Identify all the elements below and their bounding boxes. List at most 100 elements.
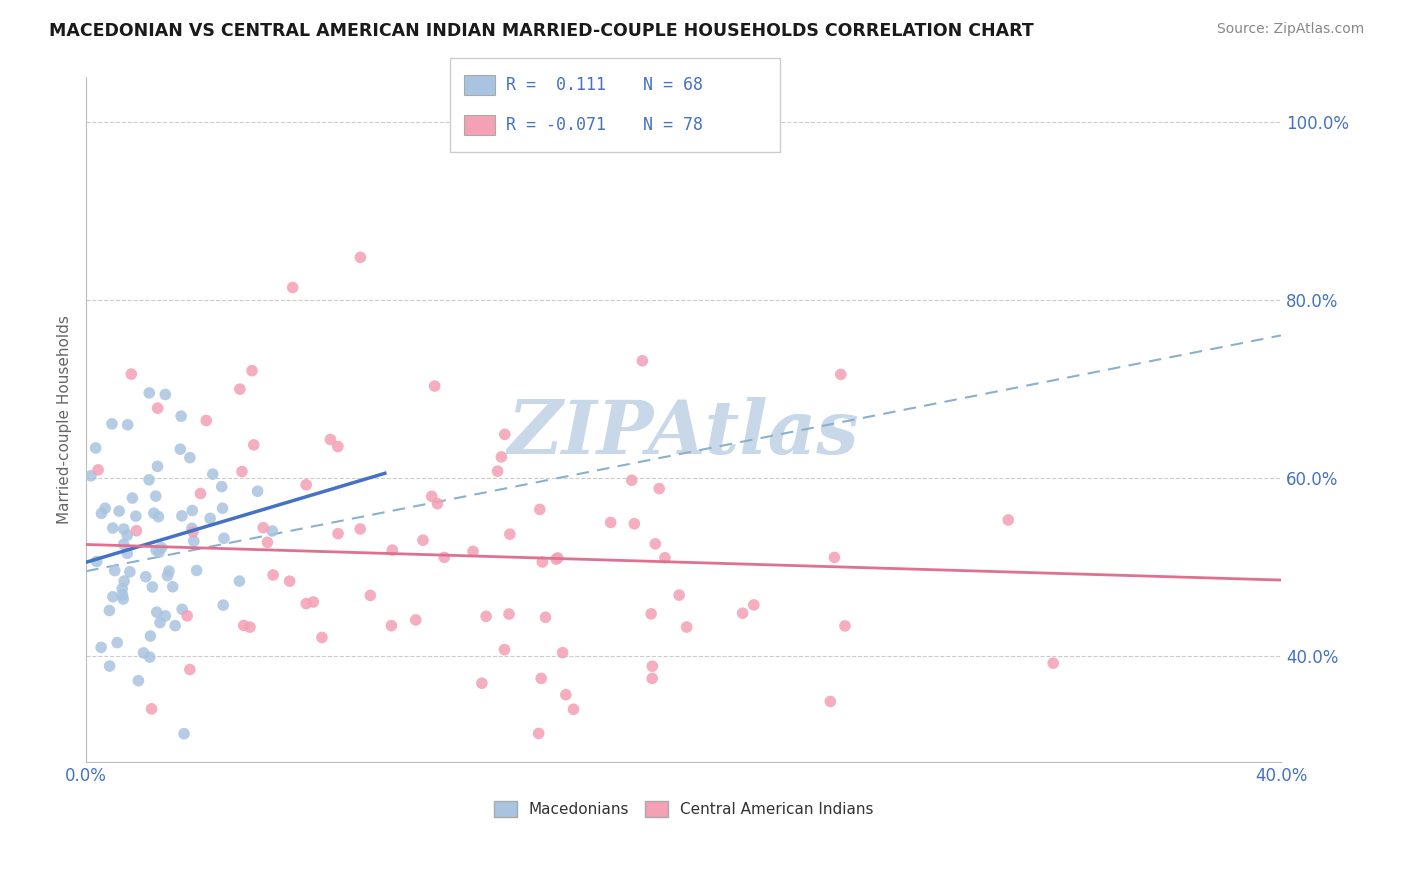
Point <box>997 513 1019 527</box>
Point <box>486 464 509 478</box>
Point <box>534 610 557 624</box>
Point <box>231 465 253 479</box>
Point <box>145 543 167 558</box>
Point <box>125 509 148 524</box>
Point <box>232 618 254 632</box>
Text: MACEDONIAN VS CENTRAL AMERICAN INDIAN MARRIED-COUPLE HOUSEHOLDS CORRELATION CHAR: MACEDONIAN VS CENTRAL AMERICAN INDIAN MA… <box>49 22 1033 40</box>
Point <box>150 541 173 555</box>
Point <box>349 522 371 536</box>
Point <box>620 473 643 487</box>
Point <box>170 409 193 424</box>
Text: R = -0.071: R = -0.071 <box>506 116 606 134</box>
Point <box>499 527 522 541</box>
Point <box>546 552 568 566</box>
Point <box>170 508 193 523</box>
Point <box>179 663 201 677</box>
Point <box>211 480 233 494</box>
Point <box>148 545 170 559</box>
Point <box>98 603 121 617</box>
Point <box>162 580 184 594</box>
Point <box>157 564 180 578</box>
Point <box>731 606 754 620</box>
Point <box>142 506 165 520</box>
Point <box>319 433 342 447</box>
Point <box>212 531 235 545</box>
Point <box>405 613 427 627</box>
Point <box>112 537 135 551</box>
Point <box>834 619 856 633</box>
Point <box>101 417 124 431</box>
Point <box>423 379 446 393</box>
Point <box>118 565 141 579</box>
Text: R =  0.111: R = 0.111 <box>506 76 606 94</box>
Point <box>494 642 516 657</box>
Point <box>599 516 621 530</box>
Point <box>149 615 172 630</box>
Point <box>211 501 233 516</box>
Point <box>98 659 121 673</box>
Point <box>80 468 103 483</box>
Point <box>246 484 269 499</box>
Point <box>138 386 160 401</box>
Point <box>326 526 349 541</box>
Point <box>181 503 204 517</box>
Point <box>295 477 318 491</box>
Point <box>141 702 163 716</box>
Point <box>531 555 554 569</box>
Point <box>90 507 112 521</box>
Point <box>823 550 845 565</box>
Point <box>198 511 221 525</box>
Point <box>111 582 134 596</box>
Point <box>668 588 690 602</box>
Point <box>190 486 212 500</box>
Point <box>186 563 208 577</box>
Point <box>101 521 124 535</box>
Point <box>139 629 162 643</box>
Point <box>562 702 585 716</box>
Point <box>90 640 112 655</box>
Text: N = 78: N = 78 <box>643 116 703 134</box>
Point <box>138 473 160 487</box>
Point <box>169 442 191 457</box>
Point <box>117 546 139 560</box>
Point <box>623 516 645 531</box>
Point <box>529 502 551 516</box>
Point <box>195 413 218 427</box>
Point <box>112 522 135 536</box>
Point <box>820 694 842 708</box>
Text: N = 68: N = 68 <box>643 76 703 94</box>
Point <box>94 501 117 516</box>
Point <box>229 382 252 396</box>
Point <box>359 589 381 603</box>
Point <box>742 598 765 612</box>
Point <box>281 280 304 294</box>
Point <box>121 491 143 505</box>
Point <box>155 387 177 401</box>
Point <box>155 608 177 623</box>
Point <box>641 672 664 686</box>
Point <box>830 368 852 382</box>
Point <box>380 618 402 632</box>
Point <box>132 646 155 660</box>
Point <box>104 564 127 578</box>
Point <box>295 597 318 611</box>
Point <box>105 635 128 649</box>
Point <box>172 602 194 616</box>
Point <box>111 588 134 602</box>
Point <box>145 489 167 503</box>
Text: ZIPAtlas: ZIPAtlas <box>508 398 859 470</box>
Point <box>640 607 662 621</box>
Point <box>654 550 676 565</box>
Point <box>1042 656 1064 670</box>
Point <box>173 727 195 741</box>
Point <box>498 607 520 621</box>
Point <box>181 521 204 535</box>
Point <box>252 521 274 535</box>
Point <box>156 568 179 582</box>
Point <box>120 367 142 381</box>
Point <box>146 459 169 474</box>
Point <box>242 438 264 452</box>
Point <box>530 672 553 686</box>
Point <box>302 595 325 609</box>
Point <box>433 550 456 565</box>
